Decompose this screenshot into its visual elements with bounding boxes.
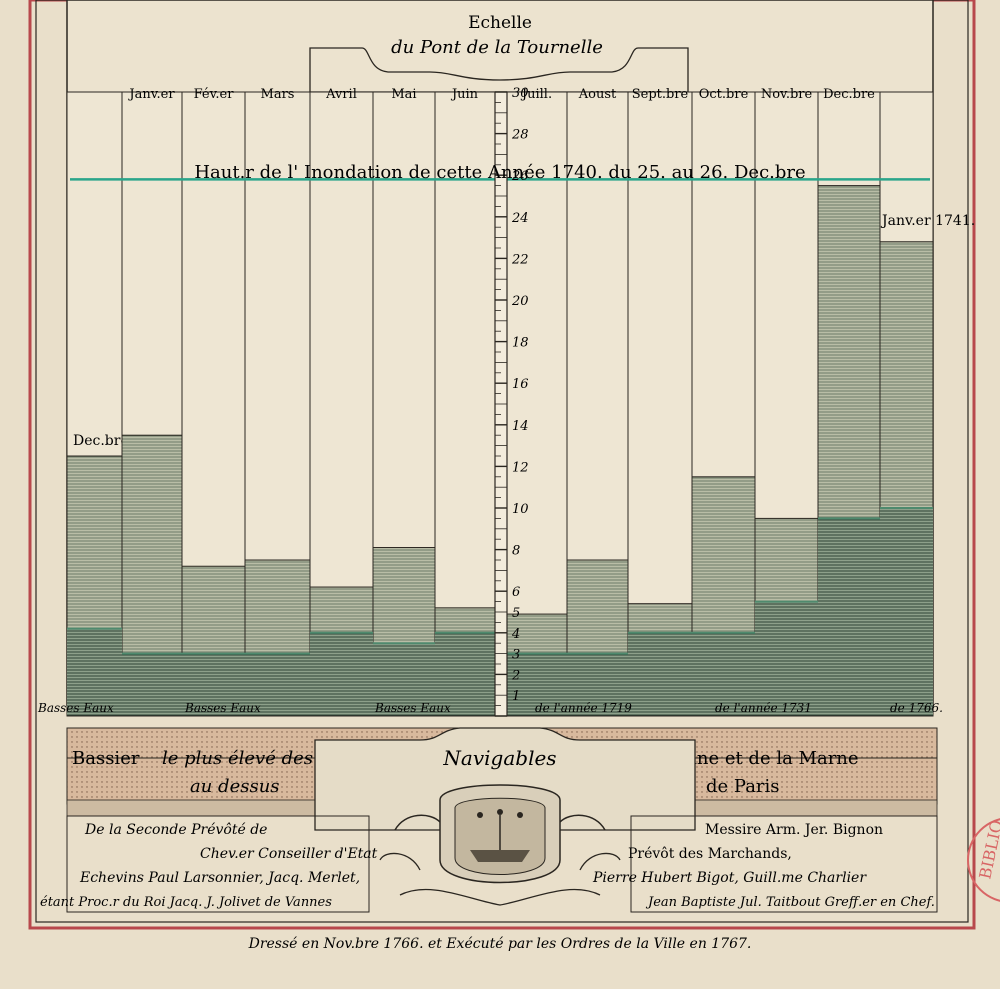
category-label: Janv.er 1741. [880,213,975,229]
ruler-label: 4 [511,627,520,642]
category-label: Juill. [520,87,552,102]
credit-right-1: Messire Arm. Jer. Bignon [705,822,883,838]
bar-low-water [628,632,692,716]
arms-shield [379,784,621,906]
low-water-label: de l'année 1719 [535,701,632,715]
scale-subtitle: du Pont de la Tournelle [391,37,603,58]
credits-box-right [630,815,938,913]
ruler-label: 20 [511,294,529,309]
ruler-label: 18 [512,336,529,351]
category-label: Janv.er [127,87,175,102]
ruler-label: 26 [511,169,529,184]
bar-low-water [692,632,755,716]
low-water-label: de l'année 1731 [715,701,812,715]
credit-left-2: Chev.er Conseiller d'Etat [200,846,378,862]
category-label: Mai [391,87,416,102]
credit-left-4: étant Proc.r du Roi Jacq. J. Jolivet de … [40,895,332,910]
credits-box-left [66,815,370,913]
bar-low-water [310,632,373,716]
stamp-text: BIBLIO [975,818,1000,881]
ruler-label: 3 [512,648,520,663]
bar-low-water [567,653,628,716]
bar-low-water [818,518,880,716]
ruler-label: 14 [512,419,529,434]
bar-low-water [755,601,818,716]
bar-low-water [435,632,495,716]
ruler-label: 5 [512,606,520,621]
category-label: Fév.er [194,87,235,102]
central-cartouche [314,727,696,831]
banner-paris: de Paris [706,776,780,797]
category-label: Sept.bre [632,87,689,102]
banner-bassier: Bassier [72,748,140,769]
ruler-label: 8 [512,544,520,559]
banner-au-dessus: au dessus [190,776,280,797]
low-water-label: Basses Eaux [374,701,451,715]
scale-cartouche [309,47,689,93]
category-label: Mars [261,87,295,102]
bar-low-water [67,628,122,716]
credit-right-3: Pierre Hubert Bigot, Guill.me Charlier [592,870,867,886]
ruler-label: 1 [512,689,520,704]
banner-navigables: Navigables [442,746,556,770]
ruler-label: 2 [511,668,520,683]
ruler-label: 10 [512,502,529,517]
category-label: Aoust [578,87,617,102]
ruler-label: 6 [512,585,520,600]
bar-low-water [880,508,933,716]
ruler-label: 24 [511,211,529,226]
bar-low-water [122,653,182,716]
month-column [506,91,568,717]
ruler-label: 22 [511,252,529,267]
chart-title: Haut.r de l' Inondation de cette Année 1… [194,162,805,183]
ruler-label: 12 [512,460,529,475]
category-label: Avril [325,87,357,102]
credit-right-4: Jean Baptiste Jul. Taitbout Greff.er en … [645,895,935,910]
credit-right-2: Prévôt des Marchands, [628,846,792,862]
credit-left-3: Echevins Paul Larsonnier, Jacq. Merlet, [79,870,360,886]
low-water-label: Basses Eaux [37,701,114,715]
ruler-label: 28 [511,128,529,143]
category-label: Nov.bre [761,87,813,102]
category-label: Dec.bre [823,87,875,102]
bar-low-water [373,643,435,716]
ruler-label: 30 [512,86,529,101]
credit-left-1: De la Seconde Prévôté de [84,822,267,838]
category-label: Oct.bre [699,87,749,102]
category-label: Juin [450,87,479,102]
low-water-marks [67,507,933,716]
page-frame-inner [35,0,969,923]
bar-low-water [507,653,567,716]
low-water-labels: Basses Eaux Basses Eaux Basses Eaux de l'an… [37,701,943,715]
low-water-label: de 1766. [890,701,943,715]
bar-low-water [245,653,310,716]
bar-low-water [182,653,245,716]
footer-caption: Dressé en Nov.bre 1766. et Exécuté par l… [248,936,752,952]
page-frame-outer [28,0,976,930]
low-water-label: Basses Eaux [184,701,261,715]
ruler-label: 16 [512,377,529,392]
scale-title: Echelle [468,13,532,33]
